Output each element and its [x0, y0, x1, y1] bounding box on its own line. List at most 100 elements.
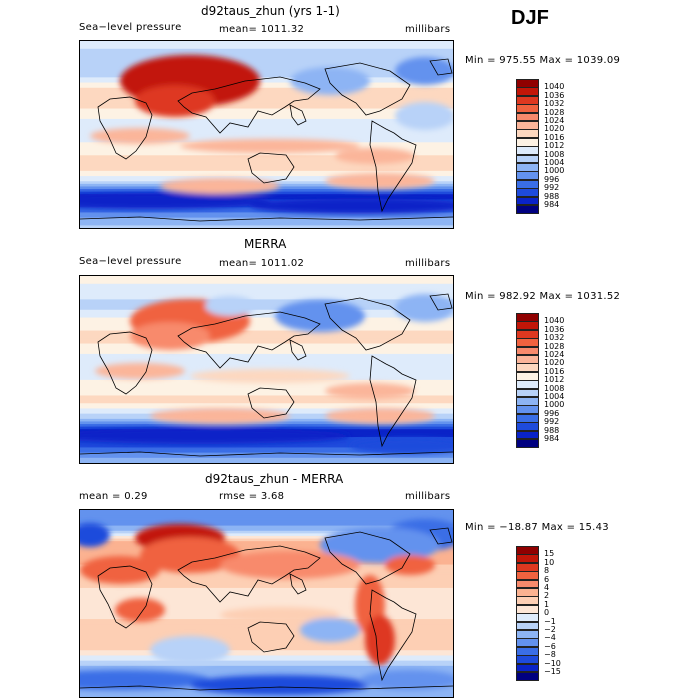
zonal-band	[80, 121, 453, 125]
zonal-band	[80, 48, 453, 52]
zonal-band	[80, 587, 453, 592]
pressure-feature	[150, 408, 290, 424]
zonal-band	[80, 79, 453, 84]
pressure-feature	[80, 556, 160, 584]
colorbar-swatch	[516, 422, 539, 432]
colorbar-tick-label: 1008	[544, 149, 565, 159]
colorbar-swatch	[516, 405, 539, 415]
zonal-band	[80, 421, 453, 425]
panel1-minmax: Min = 975.55 Max = 1039.09	[465, 55, 621, 66]
colorbar-swatch	[516, 672, 539, 681]
zonal-band	[80, 283, 453, 287]
colorbar-swatch	[516, 579, 539, 589]
panel3-rmse: rmse = 3.68	[219, 491, 285, 502]
colorbar-tick-label: 1032	[544, 99, 565, 109]
panel2-minmax: Min = 982.92 Max = 1031.52	[465, 291, 621, 302]
panel1-map	[79, 40, 454, 229]
zonal-band	[80, 671, 453, 675]
zonal-band	[80, 160, 453, 164]
colorbar-tick-label: 10	[544, 557, 555, 567]
coastline	[369, 120, 417, 213]
zonal-band	[80, 426, 453, 430]
zonal-band	[80, 304, 453, 308]
coastline	[177, 76, 321, 134]
zonal-band	[80, 330, 453, 334]
colorbar-swatch	[516, 596, 539, 606]
zonal-band	[80, 95, 453, 99]
colorbar-tick-label: 1032	[544, 333, 565, 343]
colorbar-tick-label: 6	[544, 574, 550, 584]
colorbar-swatch	[516, 205, 539, 214]
coastline	[177, 545, 321, 603]
zonal-band	[80, 105, 453, 110]
zonal-band	[80, 515, 453, 519]
coastline	[247, 387, 295, 419]
panel3-mean: mean = 0.29	[79, 491, 148, 502]
panel3-units: millibars	[405, 491, 451, 502]
zonal-band	[80, 225, 453, 228]
pressure-feature	[350, 438, 453, 454]
pressure-feature	[115, 598, 165, 622]
panel2-title: MERRA	[244, 237, 287, 251]
zonal-band	[80, 528, 453, 532]
zonal-band	[80, 356, 453, 360]
pressure-feature	[335, 148, 415, 164]
colorbar-tick-label: 1000	[544, 400, 565, 410]
colorbar-tick-label: 984	[544, 200, 560, 209]
zonal-band	[80, 548, 453, 553]
zonal-band	[80, 92, 453, 97]
zonal-band	[80, 580, 453, 584]
colorbar-swatch	[516, 638, 539, 648]
zonal-band	[80, 212, 453, 216]
zonal-band	[80, 392, 453, 397]
season-label: DJF	[511, 7, 549, 29]
pressure-feature	[275, 300, 365, 332]
zonal-band	[80, 170, 453, 175]
zonal-band	[80, 585, 453, 589]
zonal-band	[80, 668, 453, 672]
colorbar-tick-label: 1008	[544, 383, 565, 393]
panel1-units: millibars	[405, 24, 451, 35]
colorbar-tick-label: 0	[544, 608, 550, 618]
colorbar-tick-label: 992	[544, 417, 560, 427]
zonal-band	[80, 111, 453, 115]
zonal-band	[80, 351, 453, 355]
zonal-band	[80, 325, 453, 329]
panel1-mean: mean= 1011.32	[219, 24, 305, 35]
zonal-band	[80, 543, 453, 547]
panel2-map	[79, 275, 454, 464]
zonal-band	[80, 535, 453, 540]
zonal-band	[80, 77, 453, 81]
pressure-feature	[130, 322, 210, 350]
colorbar-swatch	[516, 196, 539, 206]
zonal-band	[80, 512, 453, 516]
zonal-band	[80, 215, 453, 219]
panel3-minmax: Min = −18.87 Max = 15.43	[465, 522, 609, 533]
zonal-band	[80, 398, 453, 402]
pressure-feature	[190, 369, 350, 383]
colorbar-swatch	[516, 154, 539, 164]
colorbar-tick-label: 988	[544, 425, 560, 435]
zonal-band	[80, 317, 453, 321]
coastline	[97, 96, 153, 160]
zonal-band	[80, 359, 453, 363]
colorbar-tick-label: 1012	[544, 141, 565, 151]
colorbar-swatch	[516, 87, 539, 97]
zonal-band	[80, 87, 453, 91]
zonal-band	[80, 299, 453, 303]
colorbar-swatch	[516, 171, 539, 181]
colorbar-swatch	[516, 112, 539, 122]
coastline	[324, 531, 411, 585]
zonal-band	[80, 639, 453, 644]
zonal-band	[80, 217, 453, 221]
colorbar-tick-label: 996	[544, 174, 560, 184]
zonal-band	[80, 41, 453, 45]
zonal-band	[80, 173, 453, 177]
zonal-band	[80, 137, 453, 141]
zonal-band	[80, 658, 453, 662]
colorbar-tick-label: 1024	[544, 350, 565, 359]
zonal-band	[80, 626, 453, 631]
pressure-feature	[395, 294, 453, 322]
colorbar-tick-label: 8	[544, 566, 550, 576]
zonal-band	[80, 294, 453, 298]
